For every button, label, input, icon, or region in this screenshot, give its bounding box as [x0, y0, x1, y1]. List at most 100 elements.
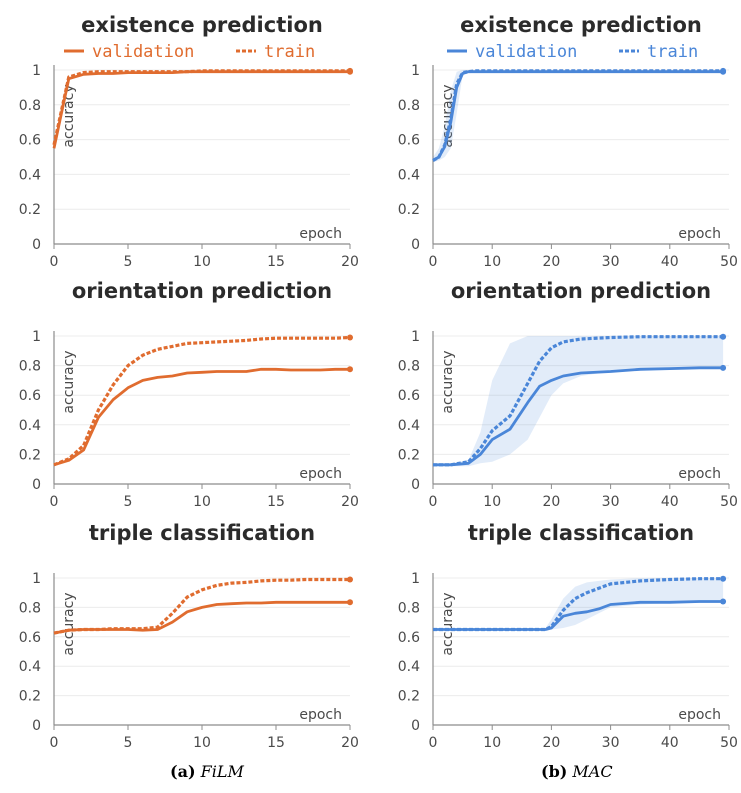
caption-film-name: FiLM [200, 762, 244, 781]
y-tick-label: 0.8 [398, 98, 420, 114]
x-tick-label: 0 [50, 494, 59, 510]
y-tick-label: 0.4 [398, 167, 420, 183]
y-tick-label: 0.8 [398, 600, 420, 616]
x-axis-label: epoch [678, 707, 721, 723]
x-tick-label: 0 [429, 735, 438, 751]
series-line-train [433, 577, 724, 632]
series-end-point-train [347, 334, 353, 341]
series-end-point-train [720, 333, 727, 340]
series-end-point-validation [347, 366, 353, 373]
x-tick-label: 10 [483, 735, 501, 751]
y-tick-label: 0.8 [398, 359, 420, 375]
series-end-point-validation [720, 598, 727, 605]
x-tick-label: 30 [602, 254, 620, 270]
x-tick-label: 15 [267, 494, 285, 510]
y-tick-label: 0 [32, 477, 41, 493]
x-tick-label: 20 [542, 254, 560, 270]
y-axis-label: accuracy [61, 592, 77, 655]
x-tick-label: 20 [341, 494, 359, 510]
series-line-validation [52, 70, 350, 149]
y-tick-label: 0 [411, 477, 420, 493]
chart-title: existence prediction [460, 13, 702, 37]
series-line-train [432, 69, 724, 162]
x-tick-label: 5 [124, 254, 133, 270]
x-axis-label: epoch [678, 226, 721, 242]
y-tick-label: 0.4 [398, 659, 420, 675]
y-tick-label: 1 [411, 571, 420, 587]
caption-mac: (b) MAC [541, 762, 613, 781]
series-line-train [52, 69, 350, 146]
chart-title: triple classification [468, 521, 694, 545]
series-end-point-train [720, 575, 727, 582]
y-tick-label: 0.2 [19, 447, 41, 463]
x-tick-label: 15 [267, 254, 285, 270]
x-tick-label: 20 [542, 494, 560, 510]
y-tick-label: 0.2 [398, 447, 420, 463]
x-tick-label: 20 [341, 254, 359, 270]
x-tick-label: 20 [542, 735, 560, 751]
x-tick-label: 40 [661, 735, 679, 751]
chart-title: orientation prediction [72, 279, 332, 303]
y-axis-label: accuracy [440, 350, 456, 413]
y-tick-label: 0 [32, 237, 41, 253]
legend-label-validation: validation [475, 42, 577, 62]
y-tick-label: 0.8 [19, 600, 41, 616]
y-tick-label: 0.4 [19, 167, 41, 183]
x-tick-label: 40 [661, 494, 679, 510]
chart-title: existence prediction [81, 13, 323, 37]
chart-title: triple classification [89, 521, 315, 545]
x-tick-label: 15 [267, 735, 285, 751]
x-tick-label: 0 [50, 254, 59, 270]
x-tick-label: 50 [720, 735, 738, 751]
x-tick-label: 40 [661, 254, 679, 270]
x-tick-label: 10 [483, 254, 501, 270]
x-axis-label: epoch [299, 466, 342, 482]
y-tick-label: 1 [32, 63, 41, 79]
x-tick-label: 5 [124, 494, 133, 510]
legend-label-train: train [647, 42, 698, 62]
series-line-validation [432, 70, 724, 162]
caption-film: (a) FiLM [170, 762, 244, 781]
series-end-point-train [720, 67, 727, 74]
x-tick-label: 50 [720, 254, 738, 270]
y-tick-label: 0.6 [398, 388, 420, 404]
confidence-band [433, 336, 724, 467]
x-tick-label: 0 [50, 735, 59, 751]
series-end-point-validation [347, 599, 353, 606]
y-tick-label: 0.4 [19, 659, 41, 675]
y-tick-label: 0.4 [19, 418, 41, 434]
y-tick-label: 0 [411, 237, 420, 253]
x-tick-label: 0 [429, 254, 438, 270]
x-tick-label: 10 [193, 735, 211, 751]
x-axis-label: epoch [299, 707, 342, 723]
y-tick-label: 0.2 [19, 202, 41, 218]
y-tick-label: 1 [32, 571, 41, 587]
series-line-validation [433, 366, 724, 467]
y-axis-label: accuracy [61, 350, 77, 413]
series-line-train [53, 577, 350, 635]
series-end-point-validation [720, 364, 727, 371]
x-axis-label: epoch [299, 226, 342, 242]
x-tick-label: 30 [602, 735, 620, 751]
series-line-train [433, 335, 724, 467]
y-tick-label: 0 [32, 718, 41, 734]
y-axis-label: accuracy [440, 592, 456, 655]
y-tick-label: 0.8 [19, 359, 41, 375]
y-tick-label: 0.6 [398, 630, 420, 646]
y-tick-label: 0.2 [398, 202, 420, 218]
y-tick-label: 0.2 [19, 689, 41, 705]
x-tick-label: 50 [720, 494, 738, 510]
confidence-band [433, 578, 724, 630]
y-tick-label: 0.6 [19, 388, 41, 404]
series-end-point-train [347, 67, 353, 74]
y-axis-label: accuracy [61, 84, 77, 147]
x-tick-label: 20 [341, 735, 359, 751]
x-tick-label: 10 [193, 254, 211, 270]
series-line-validation [53, 367, 350, 467]
